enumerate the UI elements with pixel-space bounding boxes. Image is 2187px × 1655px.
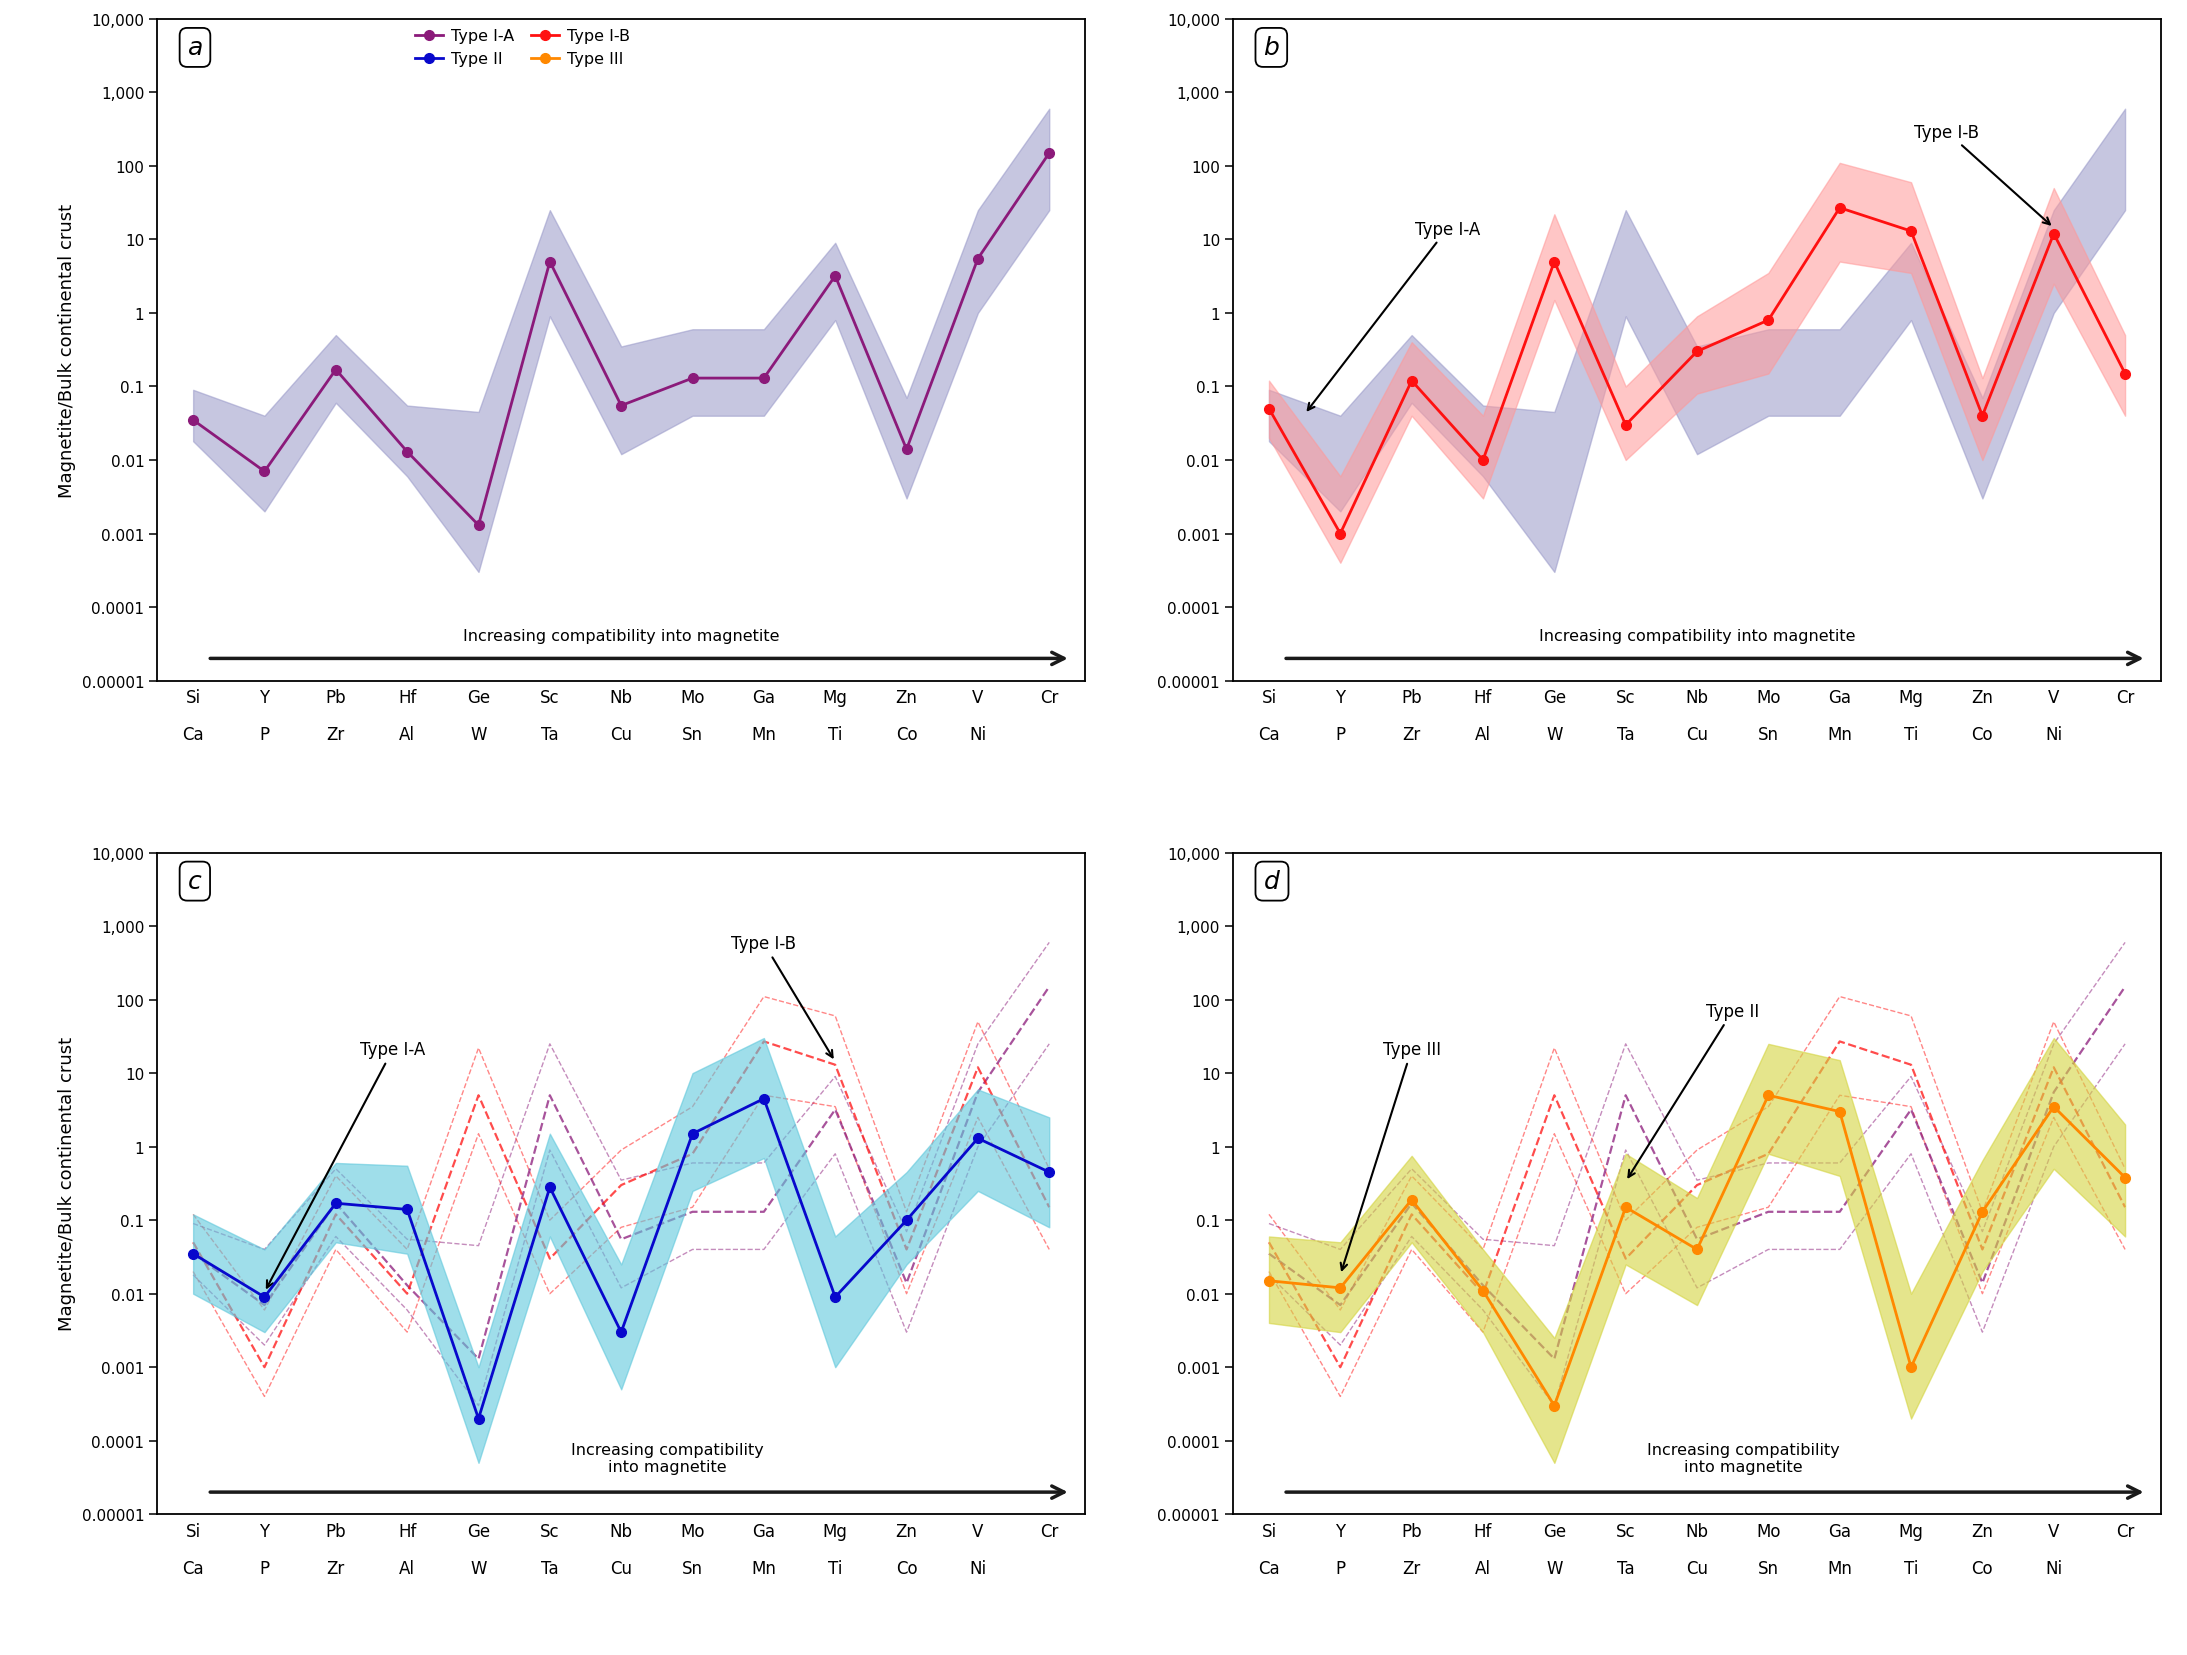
Text: Increasing compatibility into magnetite: Increasing compatibility into magnetite [1540, 629, 1855, 644]
Text: Increasing compatibility into magnetite: Increasing compatibility into magnetite [464, 629, 779, 644]
Text: Type I-A: Type I-A [1308, 220, 1481, 410]
Text: Sn: Sn [1758, 1559, 1778, 1577]
Text: Ca: Ca [1258, 1559, 1279, 1577]
Text: W: W [1546, 725, 1562, 743]
Text: Al: Al [1474, 1559, 1492, 1577]
Text: Cu: Cu [1686, 1559, 1708, 1577]
Text: Mn: Mn [1828, 725, 1852, 743]
Text: $\mathit{a}$: $\mathit{a}$ [188, 36, 203, 60]
Text: Zr: Zr [326, 725, 346, 743]
Text: Increasing compatibility
into magnetite: Increasing compatibility into magnetite [1647, 1442, 1839, 1475]
Text: Cu: Cu [610, 725, 632, 743]
Text: Co: Co [1973, 725, 1992, 743]
Legend: Type I-A, Type II, Type I-B, Type III: Type I-A, Type II, Type I-B, Type III [407, 22, 639, 74]
Text: Ca: Ca [182, 1559, 203, 1577]
Text: Ni: Ni [969, 1559, 986, 1577]
Text: Ta: Ta [1616, 725, 1634, 743]
Text: P: P [1336, 1559, 1345, 1577]
Text: Co: Co [1973, 1559, 1992, 1577]
Text: Mn: Mn [752, 725, 776, 743]
Text: Ta: Ta [540, 725, 558, 743]
Text: Ti: Ti [829, 1559, 842, 1577]
Text: W: W [470, 1559, 488, 1577]
Text: Co: Co [897, 725, 916, 743]
Text: Cu: Cu [1686, 725, 1708, 743]
Text: Co: Co [897, 1559, 916, 1577]
Text: W: W [1546, 1559, 1562, 1577]
Text: Ta: Ta [1616, 1559, 1634, 1577]
Text: Ni: Ni [2045, 1559, 2062, 1577]
Text: Ti: Ti [1905, 725, 1918, 743]
Y-axis label: Magnetite/Bulk continental crust: Magnetite/Bulk continental crust [59, 204, 77, 498]
Text: Mn: Mn [752, 1559, 776, 1577]
Text: $\mathit{b}$: $\mathit{b}$ [1262, 36, 1279, 60]
Text: Al: Al [400, 1559, 416, 1577]
Text: Ca: Ca [1258, 725, 1279, 743]
Text: Zr: Zr [1402, 1559, 1422, 1577]
Text: P: P [1336, 725, 1345, 743]
Text: Cu: Cu [610, 1559, 632, 1577]
Text: Zr: Zr [326, 1559, 346, 1577]
Text: Al: Al [400, 725, 416, 743]
Text: Ti: Ti [829, 725, 842, 743]
Text: Sn: Sn [682, 1559, 702, 1577]
Text: Ti: Ti [1905, 1559, 1918, 1577]
Text: Type II: Type II [1629, 1003, 1758, 1177]
Text: Sn: Sn [682, 725, 702, 743]
Text: Ca: Ca [182, 725, 203, 743]
Text: Sn: Sn [1758, 725, 1778, 743]
Text: Type I-B: Type I-B [1914, 124, 2049, 225]
Text: Ni: Ni [2045, 725, 2062, 743]
Text: W: W [470, 725, 488, 743]
Text: Ni: Ni [969, 725, 986, 743]
Text: P: P [260, 1559, 269, 1577]
Text: Mn: Mn [1828, 1559, 1852, 1577]
Text: Zr: Zr [1402, 725, 1422, 743]
Y-axis label: Magnetite/Bulk continental crust: Magnetite/Bulk continental crust [59, 1036, 77, 1331]
Text: Al: Al [1474, 725, 1492, 743]
Text: Type I-B: Type I-B [730, 935, 833, 1058]
Text: Type I-A: Type I-A [267, 1041, 426, 1288]
Text: Increasing compatibility
into magnetite: Increasing compatibility into magnetite [571, 1442, 763, 1475]
Text: $\mathit{d}$: $\mathit{d}$ [1262, 869, 1282, 894]
Text: P: P [260, 725, 269, 743]
Text: Type III: Type III [1341, 1041, 1441, 1271]
Text: $\mathit{c}$: $\mathit{c}$ [188, 869, 203, 894]
Text: Ta: Ta [540, 1559, 558, 1577]
